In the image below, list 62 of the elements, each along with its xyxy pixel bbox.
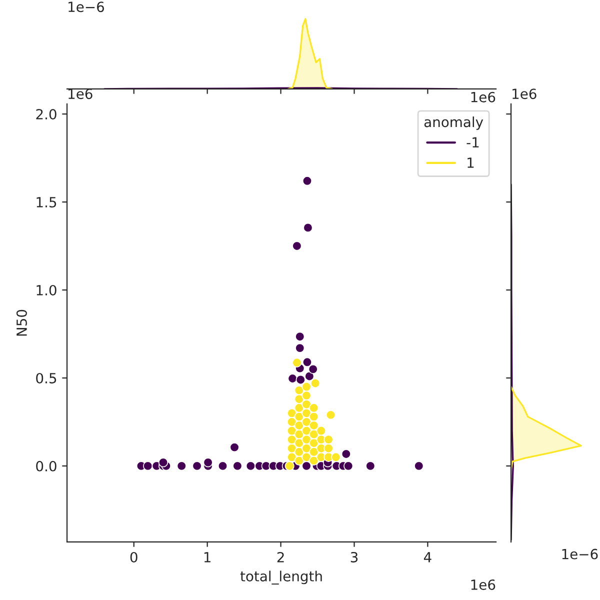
point bbox=[302, 176, 312, 186]
text: 1e6 bbox=[471, 579, 496, 590]
point bbox=[176, 461, 186, 471]
x-tick-label: 1 bbox=[204, 552, 210, 562]
point bbox=[309, 456, 319, 466]
y-tick-label: 0.5 bbox=[36, 372, 56, 384]
y-axis-title: N50 bbox=[16, 310, 27, 336]
legend-title: anomaly bbox=[424, 116, 484, 130]
point bbox=[203, 458, 213, 468]
point bbox=[331, 452, 341, 462]
point bbox=[303, 222, 313, 232]
point bbox=[344, 461, 354, 471]
point bbox=[316, 426, 326, 436]
legend-label: 1 bbox=[468, 158, 474, 168]
point bbox=[326, 410, 336, 420]
point bbox=[192, 461, 202, 471]
point bbox=[414, 461, 424, 471]
text: 1e−6 bbox=[68, 2, 104, 12]
point bbox=[218, 461, 228, 471]
point bbox=[324, 444, 334, 454]
point bbox=[158, 458, 168, 468]
point bbox=[143, 461, 153, 471]
point bbox=[302, 357, 312, 367]
text: 1e6 bbox=[512, 88, 536, 100]
point bbox=[366, 461, 376, 471]
y-tick-label: 1.5 bbox=[36, 197, 56, 208]
point bbox=[341, 449, 351, 459]
text: 1e−6 bbox=[562, 548, 598, 560]
y-tick-label: 2.0 bbox=[36, 108, 56, 120]
point bbox=[309, 403, 319, 413]
point bbox=[295, 343, 305, 353]
point bbox=[292, 358, 302, 368]
point bbox=[284, 461, 294, 471]
point bbox=[294, 385, 304, 396]
point bbox=[296, 374, 306, 385]
point bbox=[308, 364, 318, 374]
point bbox=[295, 332, 305, 342]
point bbox=[302, 390, 312, 400]
text: 1e6 bbox=[471, 92, 496, 102]
x-tick-label: 3 bbox=[350, 552, 358, 562]
point bbox=[232, 461, 242, 471]
point bbox=[309, 412, 319, 422]
x-tick-label: 4 bbox=[424, 552, 432, 562]
legend-label: -1 bbox=[466, 137, 479, 148]
point bbox=[288, 374, 298, 384]
y-tick-label: 1.0 bbox=[36, 284, 56, 296]
point bbox=[230, 442, 240, 452]
point bbox=[324, 434, 334, 444]
y-tick-label: 0.0 bbox=[36, 460, 56, 472]
point bbox=[309, 420, 319, 430]
point bbox=[302, 461, 312, 471]
x-tick-label: 0 bbox=[130, 552, 138, 562]
point bbox=[294, 456, 304, 466]
x-tick-label: 2 bbox=[277, 552, 284, 562]
point bbox=[302, 400, 312, 410]
x-axis-title: total_length bbox=[240, 570, 322, 585]
point bbox=[302, 382, 312, 392]
point bbox=[310, 378, 320, 388]
point bbox=[304, 371, 314, 382]
point bbox=[286, 408, 297, 418]
point bbox=[246, 461, 256, 471]
point bbox=[292, 241, 302, 251]
